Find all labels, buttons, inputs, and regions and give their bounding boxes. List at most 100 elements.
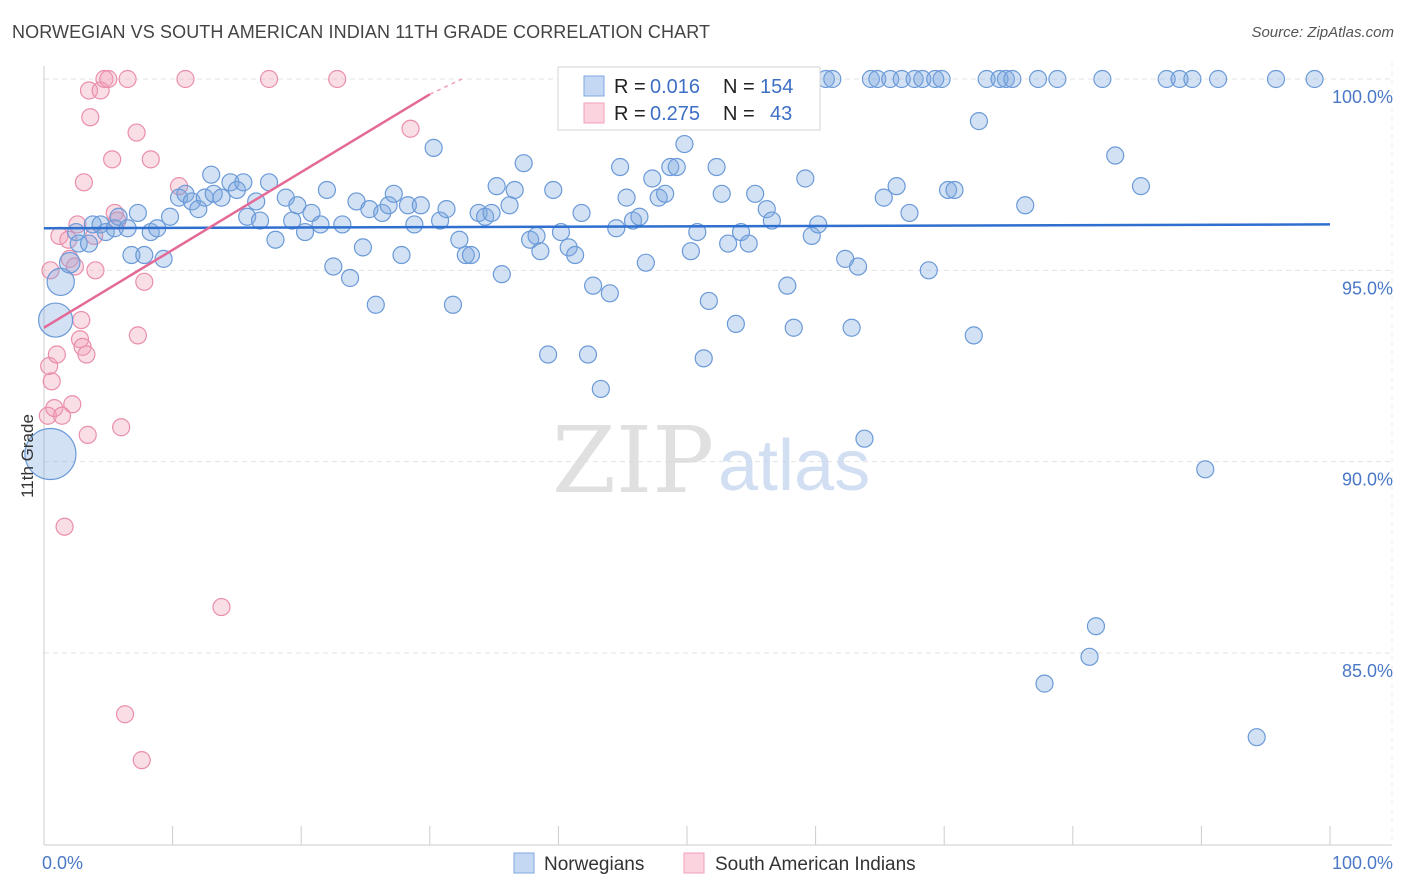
- norwegian-point-114: [796, 169, 815, 188]
- norwegian-point-141: [996, 69, 1016, 89]
- sai-point-30: [112, 418, 131, 437]
- source-label: Source: ZipAtlas.com: [1251, 24, 1394, 41]
- sai-point-7: [52, 406, 72, 425]
- norwegian-point-155: [1209, 69, 1228, 89]
- norwegian-point-33: [250, 211, 270, 230]
- norwegian-point-94: [661, 157, 680, 177]
- norwegian-point-113: [784, 318, 803, 337]
- norwegian-point-96: [675, 134, 694, 154]
- norwegian-point-35: [266, 230, 285, 249]
- stats-legend-pink-swatch: [583, 102, 605, 124]
- norwegian-point-124: [868, 69, 887, 89]
- norwegian-point-128: [892, 69, 911, 89]
- y-tick-label-3: 85.0%: [1342, 661, 1393, 681]
- norwegian-point-151: [1131, 177, 1151, 196]
- norwegian-point-57: [424, 138, 443, 157]
- norwegian-point-13: [128, 203, 147, 223]
- south-american-indians-points: [38, 69, 420, 770]
- norwegian-point-62: [456, 245, 475, 265]
- sai-point-26: [99, 69, 118, 89]
- watermark-atlas: atlas: [718, 426, 870, 506]
- norwegian-point-44: [333, 215, 352, 234]
- norwegian-point-139: [977, 69, 996, 89]
- norwegian-point-149: [1093, 69, 1112, 89]
- norwegian-point-66: [482, 203, 501, 223]
- norwegian-point-76: [544, 180, 563, 200]
- sai-point-35: [132, 751, 151, 770]
- sai-trend-line-extension: [429, 78, 463, 95]
- norwegian-point-81: [578, 345, 598, 364]
- sai-point-17: [74, 173, 93, 192]
- norwegian-point-3: [58, 251, 81, 274]
- sai-point-5: [47, 345, 66, 364]
- norwegian-point-14: [122, 245, 141, 265]
- legend-norwegians-swatch: [513, 852, 535, 874]
- norwegian-point-142: [1003, 69, 1022, 89]
- watermark-zip: ZIP: [552, 407, 714, 514]
- norwegian-point-116: [809, 215, 828, 234]
- norwegian-point-103: [719, 234, 738, 253]
- norwegian-point-147: [1080, 647, 1099, 666]
- norwegian-point-135: [938, 180, 958, 200]
- sai-point-39: [176, 69, 195, 89]
- sai-point-43: [401, 119, 420, 138]
- norwegian-point-145: [1048, 69, 1067, 89]
- norwegian-point-26: [202, 165, 221, 184]
- sai-point-18: [77, 345, 96, 364]
- sai-point-42: [328, 69, 347, 89]
- sai-point-21: [81, 108, 100, 127]
- norwegian-point-146: [1035, 674, 1054, 693]
- norwegian-point-83: [591, 379, 610, 399]
- stats-pink-n-value: 43: [770, 103, 792, 125]
- norwegian-point-93: [656, 184, 675, 203]
- norwegian-point-73: [527, 226, 546, 245]
- norwegian-point-15: [135, 245, 154, 265]
- sai-point-25: [95, 69, 114, 89]
- legend-sai-label: South American Indians: [715, 854, 916, 875]
- norwegian-point-54: [398, 196, 418, 215]
- norwegian-point-99: [694, 349, 713, 368]
- norwegian-point-153: [1170, 69, 1189, 89]
- norwegian-point-45: [340, 268, 360, 288]
- axes: [43, 66, 1392, 846]
- norwegian-point-134: [932, 69, 951, 89]
- sai-point-12: [65, 257, 84, 276]
- stats-blue-r-label: R =: [614, 76, 646, 98]
- norwegian-point-121: [848, 257, 868, 276]
- grid-lines: [44, 62, 1393, 845]
- sai-point-23: [86, 261, 105, 280]
- norwegian-point-156: [1196, 460, 1215, 479]
- norwegian-point-98: [688, 222, 707, 242]
- norwegian-point-144: [1028, 69, 1048, 89]
- norwegian-point-23: [189, 200, 208, 219]
- norwegian-point-86: [611, 157, 630, 177]
- norwegian-point-49: [366, 295, 385, 314]
- sai-point-41: [259, 69, 279, 89]
- norwegian-point-112: [778, 276, 797, 295]
- norwegian-point-104: [726, 314, 745, 334]
- norwegian-point-129: [900, 203, 919, 223]
- y-tick-labels: 100.0% 95.0% 90.0% 85.0%: [1332, 87, 1393, 681]
- x-tick-label-left: 0.0%: [42, 853, 83, 873]
- stats-pink-r-label: R =: [614, 103, 646, 125]
- norwegian-point-115: [802, 226, 821, 245]
- norwegian-point-127: [887, 177, 906, 196]
- norwegian-point-100: [699, 291, 718, 311]
- sai-point-34: [128, 326, 147, 345]
- chart-title: NORWEGIAN VS SOUTH AMERICAN INDIAN 11TH …: [12, 22, 711, 42]
- norwegian-point-59: [437, 200, 456, 219]
- norwegian-point-90: [636, 253, 655, 272]
- norwegian-point-101: [707, 157, 726, 177]
- sai-point-19: [78, 425, 97, 444]
- stats-blue-n-value: 154: [760, 76, 793, 98]
- norwegian-point-130: [905, 69, 924, 89]
- norwegian-point-80: [572, 203, 591, 223]
- sai-trend-line: [43, 93, 431, 329]
- sai-point-31: [115, 705, 135, 724]
- norwegian-point-143: [1016, 196, 1035, 215]
- norwegian-point-52: [384, 184, 403, 203]
- norwegian-point-56: [411, 196, 430, 215]
- sai-point-3: [42, 372, 61, 391]
- trend-lines: [43, 78, 1331, 329]
